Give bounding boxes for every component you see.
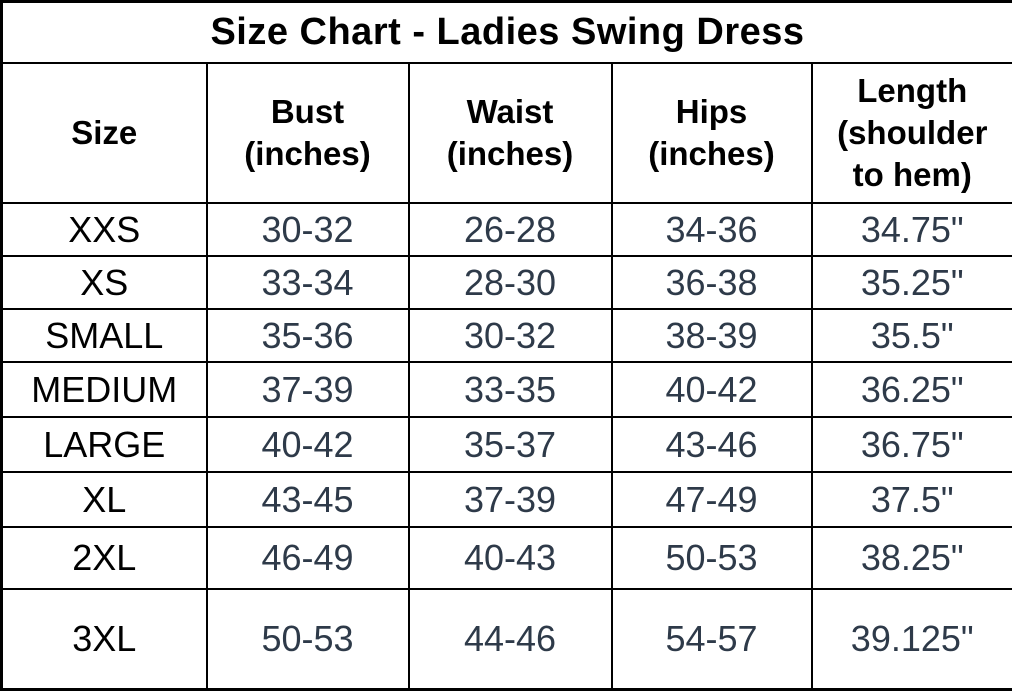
size-label-cell: LARGE [2,417,207,472]
header-row: Size Bust (inches) Waist (inches) Hips (… [2,63,1012,203]
table-row: 2XL 46-49 40-43 50-53 38.25" [2,527,1012,589]
length-cell: 34.75" [812,203,1012,256]
table-row: SMALL 35-36 30-32 38-39 35.5" [2,309,1012,362]
table-row: LARGE 40-42 35-37 43-46 36.75" [2,417,1012,472]
column-header-waist: Waist (inches) [409,63,612,203]
length-cell: 36.25" [812,362,1012,417]
waist-cell: 28-30 [409,256,612,309]
size-label-cell: XS [2,256,207,309]
bust-cell: 46-49 [207,527,409,589]
bust-cell: 33-34 [207,256,409,309]
hips-cell: 43-46 [612,417,812,472]
hips-cell: 54-57 [612,589,812,689]
waist-cell: 40-43 [409,527,612,589]
hips-cell: 36-38 [612,256,812,309]
hips-cell: 40-42 [612,362,812,417]
waist-cell: 44-46 [409,589,612,689]
size-label-cell: 3XL [2,589,207,689]
column-header-length: Length (shoulder to hem) [812,63,1012,203]
table-row: XL 43-45 37-39 47-49 37.5" [2,472,1012,527]
table-row: 3XL 50-53 44-46 54-57 39.125" [2,589,1012,689]
bust-cell: 40-42 [207,417,409,472]
hips-cell: 38-39 [612,309,812,362]
length-cell: 37.5" [812,472,1012,527]
hips-cell: 50-53 [612,527,812,589]
size-label-cell: XL [2,472,207,527]
size-label-cell: 2XL [2,527,207,589]
title-row: Size Chart - Ladies Swing Dress [2,2,1012,64]
column-header-size: Size [2,63,207,203]
waist-cell: 26-28 [409,203,612,256]
waist-cell: 30-32 [409,309,612,362]
waist-cell: 37-39 [409,472,612,527]
bust-cell: 37-39 [207,362,409,417]
size-label-cell: MEDIUM [2,362,207,417]
waist-cell: 35-37 [409,417,612,472]
table-row: MEDIUM 37-39 33-35 40-42 36.25" [2,362,1012,417]
length-cell: 38.25" [812,527,1012,589]
bust-cell: 43-45 [207,472,409,527]
column-header-hips: Hips (inches) [612,63,812,203]
table-row: XXS 30-32 26-28 34-36 34.75" [2,203,1012,256]
bust-cell: 35-36 [207,309,409,362]
bust-cell: 50-53 [207,589,409,689]
length-cell: 39.125" [812,589,1012,689]
length-cell: 35.25" [812,256,1012,309]
hips-cell: 34-36 [612,203,812,256]
size-label-cell: XXS [2,203,207,256]
waist-cell: 33-35 [409,362,612,417]
hips-cell: 47-49 [612,472,812,527]
length-cell: 36.75" [812,417,1012,472]
table-title: Size Chart - Ladies Swing Dress [2,2,1012,64]
bust-cell: 30-32 [207,203,409,256]
size-label-cell: SMALL [2,309,207,362]
column-header-bust: Bust (inches) [207,63,409,203]
length-cell: 35.5" [812,309,1012,362]
table-row: XS 33-34 28-30 36-38 35.25" [2,256,1012,309]
